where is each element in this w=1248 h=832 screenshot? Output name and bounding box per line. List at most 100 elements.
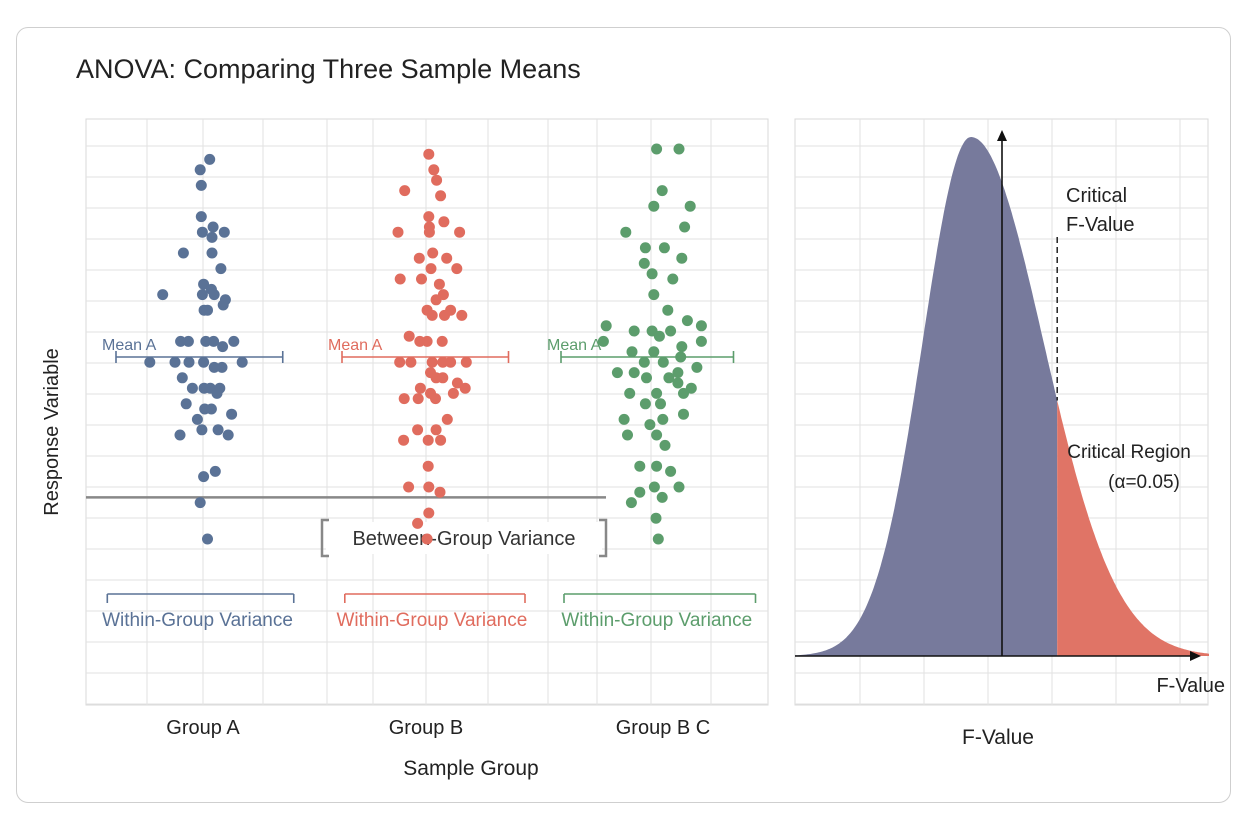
data-point [625, 497, 637, 509]
data-point [412, 424, 424, 436]
data-point [217, 299, 229, 311]
data-point [638, 356, 650, 368]
data-point [597, 335, 609, 347]
data-point [428, 164, 440, 176]
data-point [211, 387, 223, 399]
data-point [405, 356, 417, 368]
data-point [200, 335, 212, 347]
data-point [650, 512, 662, 524]
data-point [648, 289, 660, 301]
data-point [416, 273, 427, 285]
data-point [691, 361, 703, 373]
within-label: Within-Group Variance [337, 610, 528, 631]
data-point [412, 393, 424, 405]
data-point [676, 252, 688, 264]
data-point [657, 413, 669, 425]
data-point [651, 429, 663, 441]
x-tick-label: Group B C [616, 717, 710, 739]
data-point [182, 335, 194, 347]
data-point [652, 533, 664, 545]
data-point [175, 335, 187, 347]
data-point [399, 185, 411, 197]
data-point [196, 289, 208, 301]
data-point [684, 200, 696, 212]
data-point [423, 226, 435, 238]
between-group-label: Between-Group Variance [352, 528, 575, 550]
data-point [673, 481, 685, 493]
data-point [403, 481, 415, 493]
between-group-annotation: Between-Group Variance [86, 496, 608, 558]
data-point [144, 356, 156, 368]
mean-label: Mean A [547, 337, 602, 354]
data-point [403, 330, 415, 342]
data-point [663, 372, 675, 384]
f-axis-end-label: F-Value [1156, 675, 1225, 697]
data-point [433, 278, 445, 290]
data-point [412, 517, 424, 529]
data-point [204, 153, 216, 165]
data-point [436, 335, 448, 347]
data-point [422, 434, 434, 446]
data-point [445, 356, 457, 368]
data-point [620, 226, 632, 238]
data-point [180, 398, 192, 410]
data-point [624, 387, 636, 399]
data-point [435, 434, 447, 446]
data-point [206, 231, 218, 243]
data-point [648, 346, 660, 358]
data-point [195, 179, 207, 191]
critical-region-label-2: (α=0.05) [1108, 472, 1180, 493]
data-point [622, 429, 633, 441]
data-point [423, 148, 435, 160]
data-point [398, 434, 410, 446]
data-point [431, 174, 443, 186]
data-point [639, 398, 651, 410]
data-point [206, 247, 218, 259]
data-point [198, 278, 210, 290]
data-point [430, 393, 441, 405]
data-point [414, 382, 426, 394]
data-point [392, 226, 404, 238]
data-point [659, 439, 671, 451]
data-point [644, 419, 656, 431]
data-point [202, 533, 213, 545]
data-point [413, 252, 425, 264]
data-point [441, 413, 453, 425]
data-point [394, 273, 406, 285]
data-point [657, 356, 669, 368]
data-point [208, 361, 220, 373]
data-point [639, 242, 651, 254]
data-point [456, 309, 468, 321]
data-point [430, 294, 442, 306]
data-point [198, 356, 210, 368]
data-point [626, 346, 638, 358]
data-point [208, 335, 220, 347]
data-point [672, 367, 684, 379]
data-point [422, 460, 434, 472]
data-point [228, 335, 240, 347]
data-point [451, 377, 463, 389]
data-point [638, 257, 650, 269]
data-point [437, 372, 449, 384]
data-point [196, 424, 208, 436]
group-annotations: Mean A Within-Group Variance Mean A Within-… [102, 337, 757, 631]
critical-value-label-2: F-Value [1066, 214, 1135, 236]
data-point [195, 211, 207, 223]
data-point [215, 263, 227, 275]
data-point [438, 216, 450, 228]
data-point [665, 325, 677, 337]
data-point [678, 408, 689, 420]
data-point [451, 263, 463, 275]
data-point [394, 356, 406, 368]
data-point [212, 424, 224, 436]
data-point [655, 398, 666, 410]
data-point [186, 382, 198, 394]
data-point [651, 387, 663, 399]
data-point [423, 507, 435, 519]
data-point [423, 481, 435, 493]
data-point [194, 164, 206, 176]
data-point [426, 309, 438, 321]
data-point [174, 429, 186, 441]
data-point [618, 413, 630, 425]
